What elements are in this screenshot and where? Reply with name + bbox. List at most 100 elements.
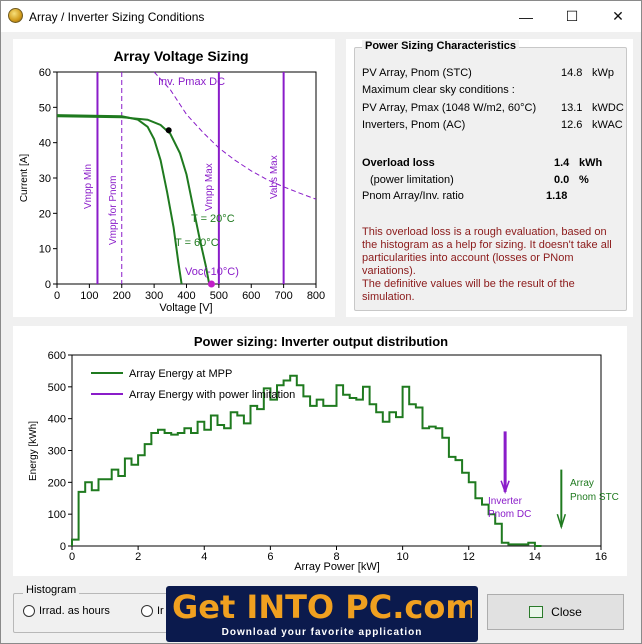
note-line: simulation. <box>362 291 415 303</box>
pnom-stc-label: Pnom STC <box>570 492 619 503</box>
legend-limit-label: Array Energy with power limitation <box>129 389 295 401</box>
note-line: the histogram as a help for sizing. It d… <box>362 239 612 251</box>
overload-unit: kWh <box>579 157 603 169</box>
pnom-dc-label: Pnom DC <box>488 509 531 520</box>
inv-pmax-curve <box>153 71 317 200</box>
y-tick-label: 500 <box>48 382 66 394</box>
x-ticks: 0 2 4 6 8 10 12 14 16 <box>69 546 607 563</box>
y-tick-label: 0 <box>45 279 51 291</box>
curve-t20 <box>56 115 211 285</box>
second-option-label: Ir <box>157 605 164 617</box>
inverter-label: Inverter <box>488 496 523 507</box>
array-label: Array <box>570 478 594 489</box>
y-tick-label: 400 <box>48 414 66 426</box>
x-tick-label: 600 <box>242 290 260 302</box>
x-ticks: 0 100 200 300 400 500 600 700 800 <box>54 284 325 302</box>
x-tick-label: 4 <box>201 551 207 563</box>
series-array-energy-mpp <box>71 374 542 547</box>
watermark-text: Get INTO PC.com <box>172 588 472 626</box>
inv-pmax-label: Inv. Pmax DC <box>158 76 225 88</box>
minimize-button[interactable]: — <box>519 8 533 25</box>
histogram-group-title: Histogram <box>23 584 80 596</box>
x-tick-label: 300 <box>145 290 163 302</box>
second-option-radio[interactable] <box>141 605 153 617</box>
power-limitation-label: (power limitation) <box>370 174 454 186</box>
inv-pnom-unit: kWAC <box>592 119 623 131</box>
note-line: particularities into account (losses or … <box>362 252 574 264</box>
chart-title: Array Voltage Sizing <box>113 48 248 64</box>
y-axis-label: Energy [kWh] <box>28 421 39 481</box>
note-line: This overload loss is a rough evaluation… <box>362 226 607 238</box>
close-window-button[interactable]: ✕ <box>612 8 624 24</box>
characteristics-title: Power Sizing Characteristics <box>362 40 519 52</box>
watermark-banner: Get INTO PC.com Download your favorite a… <box>166 586 478 642</box>
maximize-button[interactable]: ☐ <box>565 8 579 24</box>
pv-pmax-value: 13.1 <box>561 102 583 114</box>
close-button-label: Close <box>551 605 582 619</box>
pv-pnom-value: 14.8 <box>561 67 583 79</box>
x-tick-label: 12 <box>463 551 475 563</box>
power-limitation-unit: % <box>579 174 589 186</box>
y-ticks: 0 100 200 300 400 500 600 <box>48 350 72 553</box>
y-tick-label: 60 <box>39 67 51 79</box>
vmpp-min-label: Vmpp Min <box>83 164 94 209</box>
inv-pnom-value: 12.6 <box>561 119 583 131</box>
x-tick-label: 6 <box>267 551 273 563</box>
histogram-chart: Power sizing: Inverter output distributi… <box>28 334 619 573</box>
pv-pnom-unit: kWp <box>592 67 614 79</box>
x-tick-label: 700 <box>274 290 292 302</box>
vabs-max-label: Vabs Max <box>269 155 280 199</box>
inverter-arrow-head <box>500 480 510 495</box>
y-tick-label: 300 <box>48 446 66 458</box>
y-tick-label: 40 <box>39 138 51 150</box>
voc-label: Voc(-10°C) <box>185 266 239 278</box>
x-tick-label: 8 <box>333 551 339 563</box>
y-tick-label: 0 <box>60 541 66 553</box>
y-tick-label: 200 <box>48 477 66 489</box>
y-tick-label: 20 <box>39 208 51 220</box>
x-tick-label: 0 <box>69 551 75 563</box>
watermark-tagline: Download your favorite application <box>221 627 423 638</box>
overload-value: 1.4 <box>554 157 570 169</box>
characteristics-group <box>354 47 627 311</box>
x-tick-label: 10 <box>397 551 409 563</box>
pv-pnom-label: PV Array, Pnom (STC) <box>362 67 472 79</box>
irrad-hours-radio[interactable] <box>23 605 35 617</box>
overload-label: Overload loss <box>362 157 435 169</box>
mpp-point <box>165 127 172 134</box>
close-button[interactable]: Close <box>487 594 624 630</box>
voltage-chart: Array Voltage Sizing 0 100 200 300 400 500 600… <box>19 48 325 314</box>
ratio-value: 1.18 <box>546 190 568 202</box>
y-tick-label: 100 <box>48 509 66 521</box>
t60-label: T = 60°C <box>175 237 219 249</box>
exit-icon <box>529 606 544 618</box>
y-ticks: 0 10 20 30 40 50 60 <box>39 67 57 291</box>
x-tick-label: 14 <box>529 551 541 563</box>
vmpp-max-label: Vmpp Max <box>204 163 215 211</box>
y-tick-label: 10 <box>39 244 51 256</box>
x-tick-label: 2 <box>135 551 141 563</box>
x-tick-label: 100 <box>80 290 98 302</box>
y-axis-label: Current [A] <box>19 154 30 203</box>
y-tick-label: 600 <box>48 350 66 362</box>
inv-pnom-label: Inverters, Pnom (AC) <box>362 119 466 131</box>
x-tick-label: 200 <box>113 290 131 302</box>
x-tick-label: 16 <box>595 551 607 563</box>
x-tick-label: 400 <box>177 290 195 302</box>
vmpp-for-pnom-label: Vmpp for Pnom <box>108 176 119 245</box>
window-title: Array / Inverter Sizing Conditions <box>29 10 205 24</box>
x-tick-label: 0 <box>54 290 60 302</box>
pv-pmax-unit: kWDC <box>592 102 624 114</box>
ratio-label: Pnom Array/Inv. ratio <box>362 190 464 202</box>
characteristics-panel: Power Sizing Characteristics PV Array, P… <box>346 39 633 317</box>
histogram-chart-panel: Power sizing: Inverter output distributi… <box>13 326 627 576</box>
power-limitation-value: 0.0 <box>554 174 570 186</box>
curve-t60 <box>56 114 183 285</box>
pv-pmax-label: PV Array, Pmax (1048 W/m2, 60°C) <box>362 102 537 114</box>
y-tick-label: 50 <box>39 102 51 114</box>
chart-title: Power sizing: Inverter output distributi… <box>194 334 448 349</box>
clear-sky-label: Maximum clear sky conditions : <box>362 84 515 96</box>
x-axis-label: Array Power [kW] <box>294 561 380 573</box>
voc-point <box>207 280 215 288</box>
